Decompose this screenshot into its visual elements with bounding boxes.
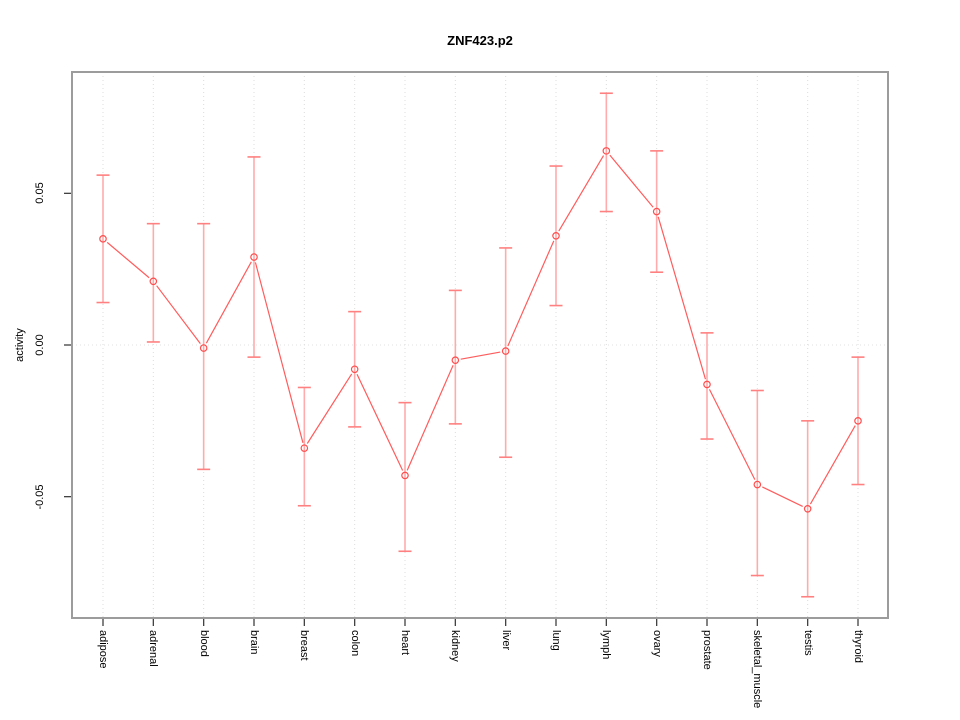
data-point bbox=[300, 444, 309, 452]
data-point bbox=[703, 380, 711, 389]
data-point bbox=[149, 277, 158, 286]
x-axis-label-text: ovary bbox=[650, 630, 663, 657]
data-point bbox=[250, 253, 258, 261]
series-line-segment bbox=[205, 261, 252, 344]
data-point bbox=[451, 356, 460, 364]
chart-title: ZNF423.p2 bbox=[447, 33, 513, 48]
series-line-segment bbox=[507, 240, 555, 347]
series-line-segment bbox=[106, 241, 150, 279]
y-axis-tick-label-text: 0.00 bbox=[34, 334, 46, 356]
y-axis-tick-label-text: -0.05 bbox=[34, 484, 46, 510]
x-axis-label-text: thyroid bbox=[852, 630, 864, 664]
data-point bbox=[602, 147, 611, 155]
series-line-segment bbox=[762, 486, 803, 507]
x-axis-label-text: prostate bbox=[701, 630, 713, 670]
series-line-segment bbox=[306, 373, 353, 444]
series-line-segment bbox=[558, 155, 605, 232]
series-line-segment bbox=[657, 216, 707, 380]
series-line-segment bbox=[809, 425, 856, 505]
x-axis-label-text: adrenal bbox=[147, 630, 160, 667]
series-line-segment bbox=[356, 373, 404, 471]
x-axis-label-text: testis bbox=[801, 630, 814, 656]
data-point bbox=[652, 207, 661, 216]
data-point bbox=[99, 235, 107, 243]
x-axis-label-text: breast bbox=[298, 630, 311, 661]
data-point bbox=[501, 347, 510, 355]
data-point bbox=[854, 417, 862, 425]
data-point bbox=[552, 232, 560, 240]
x-axis-label-text: colon bbox=[348, 630, 361, 657]
x-axis-label-text: kidney bbox=[449, 630, 462, 662]
x-axis-label-text: heart bbox=[399, 630, 411, 656]
data-point bbox=[199, 344, 208, 352]
y-axis-tick-label-text: 0.05 bbox=[34, 182, 46, 205]
plot-frame bbox=[71, 71, 889, 619]
data-point bbox=[803, 504, 812, 513]
series-line-segment bbox=[406, 364, 454, 471]
x-axis-label-text: blood bbox=[197, 630, 210, 657]
x-axis-label-text: liver bbox=[499, 630, 512, 651]
x-axis-label-text: lymph bbox=[600, 630, 613, 660]
data-point bbox=[753, 480, 762, 489]
x-axis-label-text: adipose bbox=[97, 630, 109, 669]
data-point bbox=[350, 365, 359, 374]
series-line-segment bbox=[609, 154, 654, 208]
x-axis-label-text: skeletal_muscle bbox=[751, 630, 764, 709]
x-axis-label-text: lung bbox=[550, 630, 562, 651]
series-line-segment bbox=[708, 389, 756, 480]
data-point bbox=[401, 471, 409, 480]
series-line-segment bbox=[156, 285, 201, 345]
series-line-segment bbox=[254, 262, 304, 443]
series-line-segment bbox=[460, 351, 501, 360]
x-axis-label-text: brain bbox=[248, 630, 260, 655]
